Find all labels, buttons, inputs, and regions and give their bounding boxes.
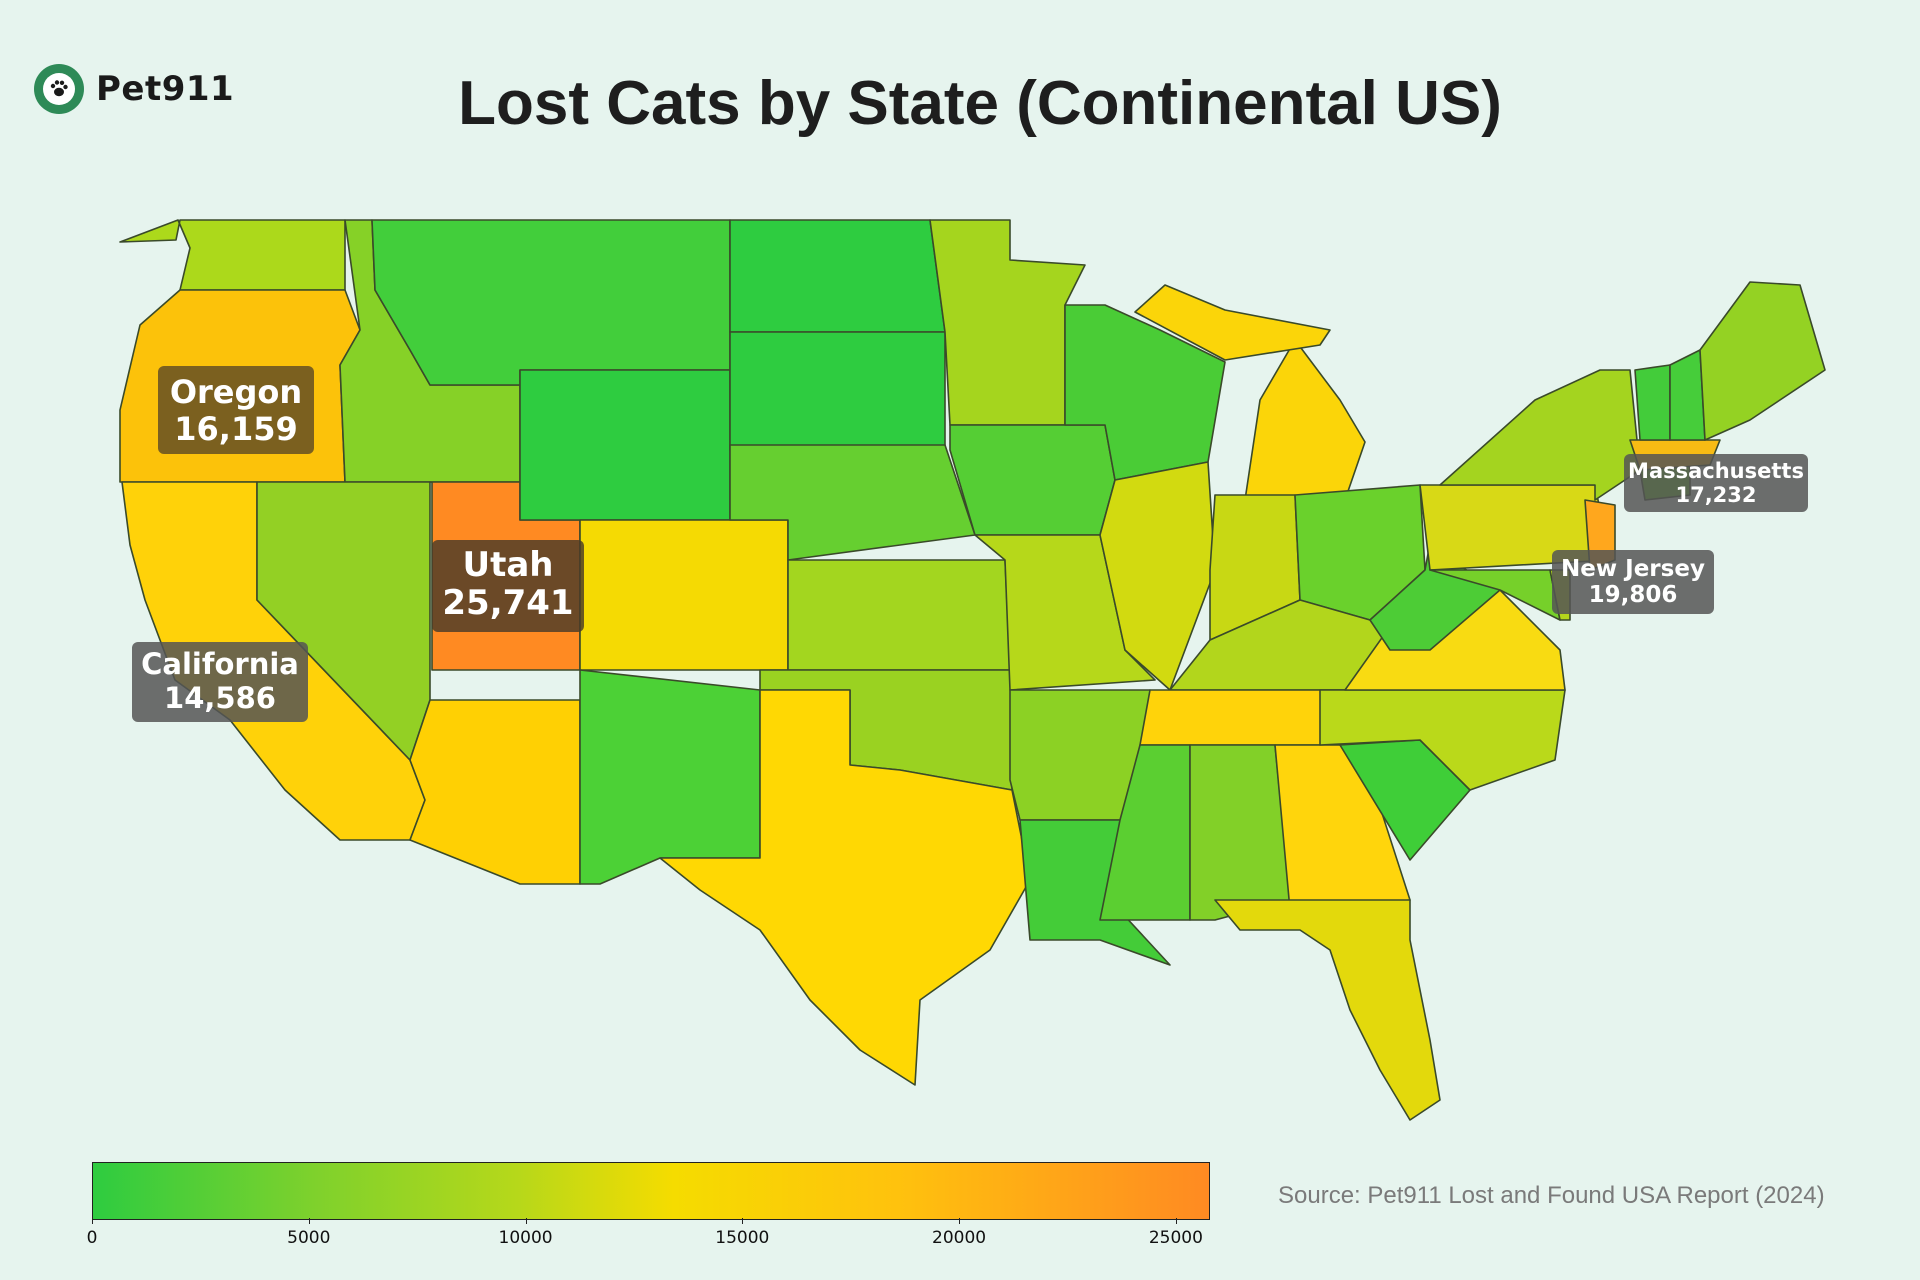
colorbar-ticks: 0 5000 10000 15000 20000 25000 bbox=[87, 1218, 1208, 1258]
state-montana bbox=[371, 219, 731, 386]
colorbar-tick bbox=[742, 1218, 744, 1224]
state-north-dakota bbox=[729, 219, 946, 333]
state-arizona bbox=[409, 699, 581, 885]
callout-value: 19,806 bbox=[1589, 582, 1678, 608]
state-alabama bbox=[1189, 744, 1291, 921]
colorbar bbox=[92, 1162, 1210, 1220]
callout-new-jersey: New Jersey 19,806 bbox=[1552, 550, 1714, 614]
callout-label: New Jersey bbox=[1561, 556, 1705, 582]
colorbar-tick bbox=[1175, 1218, 1177, 1224]
paw-icon bbox=[34, 64, 84, 114]
state-minnesota bbox=[929, 219, 1086, 426]
state-colorado bbox=[579, 519, 789, 671]
callout-label: Utah bbox=[462, 545, 553, 585]
state-wyoming bbox=[519, 369, 731, 521]
colorbar-tick-label: 0 bbox=[86, 1228, 98, 1248]
brand-name: Pet911 bbox=[96, 69, 235, 109]
state-texas bbox=[659, 689, 1031, 1086]
source-note: Source: Pet911 Lost and Found USA Report… bbox=[1278, 1182, 1825, 1209]
callout-value: 14,586 bbox=[164, 681, 276, 715]
colorbar-tick bbox=[525, 1218, 527, 1224]
callout-value: 25,741 bbox=[442, 583, 573, 623]
colorbar-tick-label: 5000 bbox=[287, 1228, 331, 1248]
brand-logo: Pet911 bbox=[34, 64, 234, 114]
state-south-dakota bbox=[729, 331, 946, 451]
colorbar-tick bbox=[959, 1218, 961, 1224]
colorbar-tick bbox=[308, 1218, 310, 1224]
map-title: Lost Cats by State (Continental US) bbox=[458, 69, 1502, 138]
callout-label: California bbox=[141, 647, 299, 681]
colorbar-tick-label: 15000 bbox=[715, 1228, 770, 1248]
state-maine bbox=[1699, 281, 1826, 441]
state-michigan-upper bbox=[1134, 284, 1331, 361]
state-washington bbox=[119, 219, 346, 291]
state-vermont bbox=[1634, 364, 1671, 441]
callout-oregon: Oregon 16,159 bbox=[158, 366, 314, 454]
callout-label: Massachusetts bbox=[1628, 459, 1804, 483]
state-new-hampshire bbox=[1669, 349, 1706, 441]
callout-utah: Utah 25,741 bbox=[432, 540, 584, 632]
callout-massachusetts: Massachusetts 17,232 bbox=[1624, 454, 1808, 512]
state-new-york bbox=[1439, 369, 1641, 501]
state-iowa bbox=[949, 424, 1116, 536]
callout-value: 17,232 bbox=[1675, 483, 1756, 507]
state-new-mexico bbox=[579, 669, 761, 885]
state-florida bbox=[1214, 899, 1441, 1121]
state-michigan bbox=[1244, 339, 1366, 501]
colorbar-tick-label: 10000 bbox=[498, 1228, 553, 1248]
callout-california: California 14,586 bbox=[132, 642, 308, 722]
colorbar-tick-label: 20000 bbox=[932, 1228, 987, 1248]
colorbar-tick-label: 25000 bbox=[1148, 1228, 1203, 1248]
state-kansas bbox=[787, 559, 1011, 671]
callout-value: 16,159 bbox=[174, 410, 297, 448]
colorbar-tick bbox=[92, 1218, 93, 1224]
callout-label: Oregon bbox=[170, 373, 302, 411]
us-choropleth-map: Oregon 16,159 Utah 25,741 California 14,… bbox=[119, 219, 1826, 1121]
